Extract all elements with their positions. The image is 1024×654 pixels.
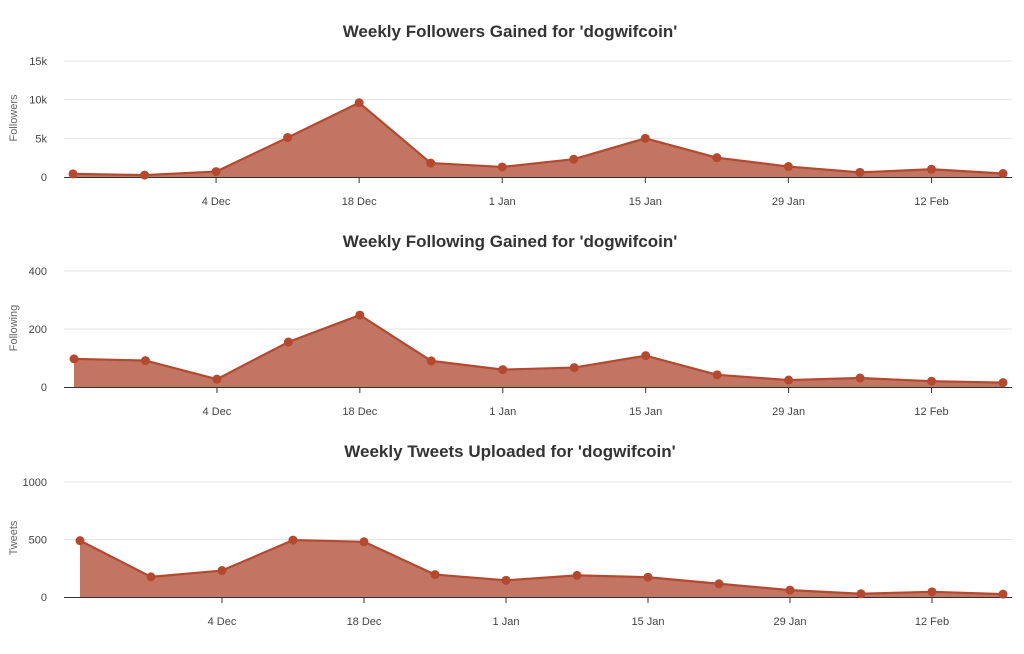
chart-2-data-point (641, 351, 651, 361)
chart-1-data-point (211, 167, 221, 177)
chart-3-x-tick-label: 12 Feb (915, 616, 949, 628)
chart-3-data-point (501, 575, 511, 585)
chart-1-y-tick-label: 0 (41, 172, 47, 184)
chart-1-y-axis-label: Followers (8, 94, 20, 142)
chart-1-data-point (283, 133, 293, 143)
chart-2-data-point (355, 310, 365, 320)
chart-2-series-line (73, 313, 1004, 384)
chart-2-data-point (498, 365, 508, 375)
chart-3-data-point (572, 570, 582, 580)
chart-1-data-point (354, 98, 364, 108)
chart-2-y-axis-label: Following (8, 305, 20, 351)
chart-2-y-tick-label: 200 (29, 324, 47, 336)
chart-3-y-tick-label: 0 (41, 592, 47, 604)
chart-1-data-point (783, 162, 793, 172)
chart-1-area (73, 102, 1003, 177)
chart-2-data-point (426, 356, 436, 366)
chart-2-data-point (140, 356, 150, 366)
chart-3-data-point (359, 537, 369, 547)
chart-2-data-point (927, 376, 937, 386)
chart-2-x-tick-label: 12 Feb (914, 406, 948, 418)
chart-1-series-line (72, 101, 1004, 177)
chart-3-data-point (430, 570, 440, 580)
chart-2-x-tick-label: 18 Dec (342, 406, 377, 418)
chart-1-data-point (140, 170, 150, 180)
chart-3-y-tick-label: 1000 (23, 477, 47, 489)
chart-1-data-point (426, 158, 436, 168)
chart-1-x-tick-label: 15 Jan (629, 196, 662, 208)
chart-2-x-tick-label: 15 Jan (629, 406, 662, 418)
chart-3-x-tick-label: 29 Jan (773, 616, 806, 628)
chart-2-data-point (569, 363, 579, 373)
chart-2-data-point (283, 337, 293, 347)
chart-2-data-point (855, 373, 865, 383)
chart-1-data-point (855, 167, 865, 177)
chart-2-x-tick-label: 1 Jan (489, 406, 516, 418)
chart-3-series-line (79, 538, 1004, 596)
chart-1-y-tick-label: 10k (29, 95, 47, 107)
chart-3-data-point (927, 587, 937, 597)
chart-1-data-point (640, 133, 650, 143)
chart-2-x-tick-label: 29 Jan (772, 406, 805, 418)
chart-3-data-point (998, 589, 1008, 599)
chart-3-data-point (643, 572, 653, 582)
chart-1-data-point (68, 169, 78, 179)
chart-1-data-point (998, 169, 1008, 179)
chart-3-data-point (856, 589, 866, 599)
chart-1-y-tick-label: 5k (35, 133, 47, 145)
chart-1-data-point (497, 162, 507, 172)
chart-2-title: Weekly Following Gained for 'dogwifcoin' (343, 232, 678, 251)
chart-1-x-tick-label: 18 Dec (342, 196, 377, 208)
chart-3-y-tick-label: 500 (29, 535, 47, 547)
chart-3-x-tick-label: 18 Dec (347, 616, 382, 628)
chart-2-data-point (712, 370, 722, 380)
chart-1-title: Weekly Followers Gained for 'dogwifcoin' (343, 22, 678, 41)
chart-2-data-point (998, 378, 1008, 388)
chart-1-x-tick-label: 12 Feb (914, 196, 948, 208)
chart-2-data-point (784, 375, 794, 385)
chart-3-area (80, 540, 1003, 597)
chart-3-data-point (217, 566, 227, 576)
chart-2-y-tick-label: 400 (29, 266, 47, 278)
chart-3-data-point (785, 585, 795, 595)
chart-2-data-point (212, 374, 222, 384)
chart-3-x-tick-label: 4 Dec (208, 616, 237, 628)
chart-1-data-point (712, 153, 722, 163)
chart-1-data-point (569, 154, 579, 164)
chart-3-title: Weekly Tweets Uploaded for 'dogwifcoin' (344, 442, 675, 461)
chart-1-data-point (926, 164, 936, 174)
plot-layer: 0 5k 10k 15k 4 Dec 18 Dec 1 Jan 15 Jan 29 Jan 12 … (23, 56, 1012, 628)
chart-3-x-tick-label: 1 Jan (493, 616, 520, 628)
chart-2-y-tick-label: 0 (41, 382, 47, 394)
chart-2-area (74, 315, 1003, 387)
chart-3-data-point (288, 535, 298, 545)
chart-1-x-tick-label: 1 Jan (489, 196, 516, 208)
chart-1-x-tick-label: 4 Dec (202, 196, 231, 208)
chart-3-data-point (714, 579, 724, 589)
chart-3-y-axis-label: Tweets (8, 520, 20, 555)
chart-3-data-point (75, 536, 85, 546)
chart-3-x-tick-label: 15 Jan (631, 616, 664, 628)
chart-2-data-point (69, 354, 79, 364)
chart-3-data-point (146, 572, 156, 582)
chart-1-y-tick-label: 15k (29, 56, 47, 68)
chart-2-x-tick-label: 4 Dec (203, 406, 232, 418)
chart-1-x-tick-label: 29 Jan (772, 196, 805, 208)
